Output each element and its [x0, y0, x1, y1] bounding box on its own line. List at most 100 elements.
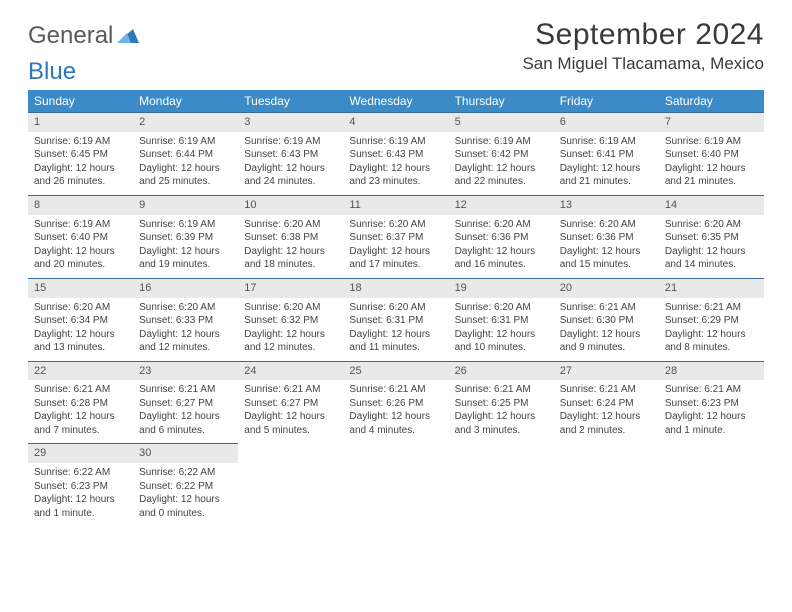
weekday-header: Friday — [554, 90, 659, 113]
day-content: Sunrise: 6:19 AMSunset: 6:44 PMDaylight:… — [133, 132, 238, 195]
calendar-cell: 10Sunrise: 6:20 AMSunset: 6:38 PMDayligh… — [238, 195, 343, 278]
day-number: 29 — [28, 444, 133, 463]
calendar-cell: 15Sunrise: 6:20 AMSunset: 6:34 PMDayligh… — [28, 278, 133, 361]
day-content: Sunrise: 6:21 AMSunset: 6:24 PMDaylight:… — [554, 380, 659, 443]
sunrise-line: Sunrise: 6:22 AM — [34, 466, 127, 480]
calendar-row: 1Sunrise: 6:19 AMSunset: 6:45 PMDaylight… — [28, 113, 764, 196]
calendar-row: 8Sunrise: 6:19 AMSunset: 6:40 PMDaylight… — [28, 195, 764, 278]
sunset-line: Sunset: 6:41 PM — [560, 148, 653, 162]
day-content: Sunrise: 6:22 AMSunset: 6:22 PMDaylight:… — [133, 463, 238, 526]
sunset-line: Sunset: 6:29 PM — [665, 314, 758, 328]
sunrise-line: Sunrise: 6:19 AM — [139, 135, 232, 149]
daylight-line: Daylight: 12 hours and 19 minutes. — [139, 245, 232, 272]
calendar-cell: 8Sunrise: 6:19 AMSunset: 6:40 PMDaylight… — [28, 195, 133, 278]
calendar-cell: 22Sunrise: 6:21 AMSunset: 6:28 PMDayligh… — [28, 361, 133, 444]
day-number: 24 — [238, 362, 343, 381]
daylight-line: Daylight: 12 hours and 8 minutes. — [665, 328, 758, 355]
sunset-line: Sunset: 6:31 PM — [455, 314, 548, 328]
sunset-line: Sunset: 6:43 PM — [244, 148, 337, 162]
sunrise-line: Sunrise: 6:21 AM — [665, 383, 758, 397]
day-content: Sunrise: 6:19 AMSunset: 6:42 PMDaylight:… — [449, 132, 554, 195]
sunrise-line: Sunrise: 6:21 AM — [139, 383, 232, 397]
sunset-line: Sunset: 6:40 PM — [665, 148, 758, 162]
calendar-cell: 30Sunrise: 6:22 AMSunset: 6:22 PMDayligh… — [133, 444, 238, 526]
daylight-line: Daylight: 12 hours and 1 minute. — [665, 410, 758, 437]
calendar-cell — [343, 444, 448, 526]
calendar-cell: 25Sunrise: 6:21 AMSunset: 6:26 PMDayligh… — [343, 361, 448, 444]
day-content: Sunrise: 6:20 AMSunset: 6:36 PMDaylight:… — [449, 215, 554, 278]
day-number: 8 — [28, 196, 133, 215]
sunset-line: Sunset: 6:36 PM — [455, 231, 548, 245]
daylight-line: Daylight: 12 hours and 14 minutes. — [665, 245, 758, 272]
calendar-cell: 20Sunrise: 6:21 AMSunset: 6:30 PMDayligh… — [554, 278, 659, 361]
daylight-line: Daylight: 12 hours and 2 minutes. — [560, 410, 653, 437]
sunrise-line: Sunrise: 6:20 AM — [349, 301, 442, 315]
sunrise-line: Sunrise: 6:20 AM — [34, 301, 127, 315]
daylight-line: Daylight: 12 hours and 25 minutes. — [139, 162, 232, 189]
day-content: Sunrise: 6:21 AMSunset: 6:27 PMDaylight:… — [133, 380, 238, 443]
month-title: September 2024 — [522, 18, 764, 52]
sunset-line: Sunset: 6:27 PM — [244, 397, 337, 411]
calendar-cell: 21Sunrise: 6:21 AMSunset: 6:29 PMDayligh… — [659, 278, 764, 361]
calendar-cell: 3Sunrise: 6:19 AMSunset: 6:43 PMDaylight… — [238, 113, 343, 196]
daylight-line: Daylight: 12 hours and 17 minutes. — [349, 245, 442, 272]
calendar-row: 15Sunrise: 6:20 AMSunset: 6:34 PMDayligh… — [28, 278, 764, 361]
daylight-line: Daylight: 12 hours and 23 minutes. — [349, 162, 442, 189]
calendar-cell — [449, 444, 554, 526]
calendar-cell — [554, 444, 659, 526]
calendar-cell: 24Sunrise: 6:21 AMSunset: 6:27 PMDayligh… — [238, 361, 343, 444]
calendar-cell: 27Sunrise: 6:21 AMSunset: 6:24 PMDayligh… — [554, 361, 659, 444]
daylight-line: Daylight: 12 hours and 18 minutes. — [244, 245, 337, 272]
day-number: 27 — [554, 362, 659, 381]
day-number: 12 — [449, 196, 554, 215]
calendar-cell: 19Sunrise: 6:20 AMSunset: 6:31 PMDayligh… — [449, 278, 554, 361]
daylight-line: Daylight: 12 hours and 13 minutes. — [34, 328, 127, 355]
day-content: Sunrise: 6:20 AMSunset: 6:32 PMDaylight:… — [238, 298, 343, 361]
sunset-line: Sunset: 6:44 PM — [139, 148, 232, 162]
day-content: Sunrise: 6:21 AMSunset: 6:30 PMDaylight:… — [554, 298, 659, 361]
sunset-line: Sunset: 6:45 PM — [34, 148, 127, 162]
day-content: Sunrise: 6:21 AMSunset: 6:27 PMDaylight:… — [238, 380, 343, 443]
day-content: Sunrise: 6:19 AMSunset: 6:40 PMDaylight:… — [28, 215, 133, 278]
sunrise-line: Sunrise: 6:19 AM — [34, 135, 127, 149]
day-content: Sunrise: 6:21 AMSunset: 6:26 PMDaylight:… — [343, 380, 448, 443]
sunrise-line: Sunrise: 6:19 AM — [665, 135, 758, 149]
day-content: Sunrise: 6:19 AMSunset: 6:41 PMDaylight:… — [554, 132, 659, 195]
daylight-line: Daylight: 12 hours and 4 minutes. — [349, 410, 442, 437]
sunset-line: Sunset: 6:22 PM — [139, 480, 232, 494]
sunrise-line: Sunrise: 6:21 AM — [455, 383, 548, 397]
sunrise-line: Sunrise: 6:20 AM — [455, 218, 548, 232]
calendar-cell: 29Sunrise: 6:22 AMSunset: 6:23 PMDayligh… — [28, 444, 133, 526]
sunrise-line: Sunrise: 6:20 AM — [455, 301, 548, 315]
sunset-line: Sunset: 6:25 PM — [455, 397, 548, 411]
day-number: 7 — [659, 113, 764, 132]
sunrise-line: Sunrise: 6:21 AM — [244, 383, 337, 397]
day-content: Sunrise: 6:22 AMSunset: 6:23 PMDaylight:… — [28, 463, 133, 526]
sunset-line: Sunset: 6:36 PM — [560, 231, 653, 245]
day-number: 13 — [554, 196, 659, 215]
day-content: Sunrise: 6:19 AMSunset: 6:43 PMDaylight:… — [343, 132, 448, 195]
daylight-line: Daylight: 12 hours and 9 minutes. — [560, 328, 653, 355]
calendar-cell: 14Sunrise: 6:20 AMSunset: 6:35 PMDayligh… — [659, 195, 764, 278]
calendar-cell: 28Sunrise: 6:21 AMSunset: 6:23 PMDayligh… — [659, 361, 764, 444]
day-content: Sunrise: 6:19 AMSunset: 6:45 PMDaylight:… — [28, 132, 133, 195]
calendar-cell: 4Sunrise: 6:19 AMSunset: 6:43 PMDaylight… — [343, 113, 448, 196]
day-number: 14 — [659, 196, 764, 215]
weekday-header: Tuesday — [238, 90, 343, 113]
day-number: 9 — [133, 196, 238, 215]
sunrise-line: Sunrise: 6:21 AM — [665, 301, 758, 315]
day-number: 16 — [133, 279, 238, 298]
daylight-line: Daylight: 12 hours and 11 minutes. — [349, 328, 442, 355]
day-number: 4 — [343, 113, 448, 132]
calendar-cell: 18Sunrise: 6:20 AMSunset: 6:31 PMDayligh… — [343, 278, 448, 361]
weekday-header: Monday — [133, 90, 238, 113]
calendar-cell: 2Sunrise: 6:19 AMSunset: 6:44 PMDaylight… — [133, 113, 238, 196]
sunrise-line: Sunrise: 6:19 AM — [349, 135, 442, 149]
day-number: 11 — [343, 196, 448, 215]
day-number: 26 — [449, 362, 554, 381]
daylight-line: Daylight: 12 hours and 12 minutes. — [244, 328, 337, 355]
sunrise-line: Sunrise: 6:20 AM — [244, 301, 337, 315]
day-content: Sunrise: 6:20 AMSunset: 6:37 PMDaylight:… — [343, 215, 448, 278]
daylight-line: Daylight: 12 hours and 20 minutes. — [34, 245, 127, 272]
sunset-line: Sunset: 6:35 PM — [665, 231, 758, 245]
